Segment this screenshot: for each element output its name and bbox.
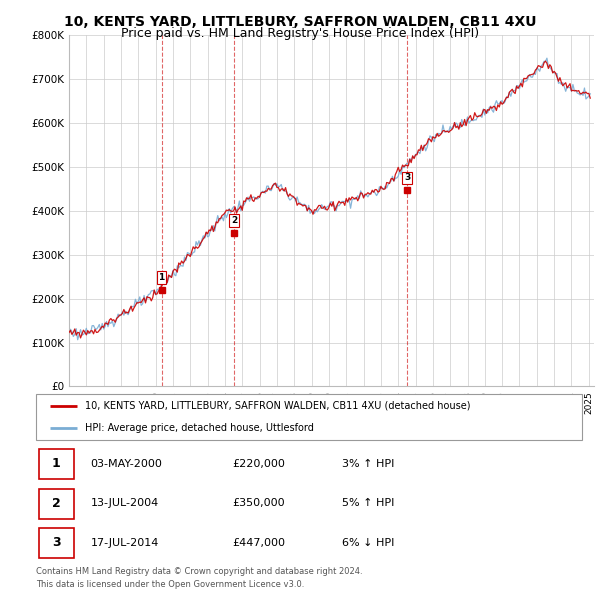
Text: 1: 1 [52,457,61,470]
Text: This data is licensed under the Open Government Licence v3.0.: This data is licensed under the Open Gov… [36,580,304,589]
Text: Price paid vs. HM Land Registry's House Price Index (HPI): Price paid vs. HM Land Registry's House … [121,27,479,40]
Text: 5% ↑ HPI: 5% ↑ HPI [342,499,394,508]
Text: £447,000: £447,000 [233,538,286,548]
Text: £220,000: £220,000 [233,459,286,468]
Text: 2: 2 [231,216,237,225]
Text: 3% ↑ HPI: 3% ↑ HPI [342,459,394,468]
Text: Contains HM Land Registry data © Crown copyright and database right 2024.: Contains HM Land Registry data © Crown c… [36,567,362,576]
Text: 2: 2 [52,497,61,510]
FancyBboxPatch shape [39,489,74,519]
FancyBboxPatch shape [39,449,74,479]
FancyBboxPatch shape [39,528,74,558]
Text: 3: 3 [404,173,410,182]
Text: 10, KENTS YARD, LITTLEBURY, SAFFRON WALDEN, CB11 4XU (detached house): 10, KENTS YARD, LITTLEBURY, SAFFRON WALD… [85,401,470,411]
FancyBboxPatch shape [36,394,582,440]
Text: 13-JUL-2004: 13-JUL-2004 [91,499,159,508]
Text: 3: 3 [52,536,61,549]
Text: 17-JUL-2014: 17-JUL-2014 [91,538,159,548]
Text: 10, KENTS YARD, LITTLEBURY, SAFFRON WALDEN, CB11 4XU: 10, KENTS YARD, LITTLEBURY, SAFFRON WALD… [64,15,536,29]
Text: £350,000: £350,000 [233,499,285,508]
Text: 6% ↓ HPI: 6% ↓ HPI [342,538,394,548]
Text: HPI: Average price, detached house, Uttlesford: HPI: Average price, detached house, Uttl… [85,423,314,433]
Text: 03-MAY-2000: 03-MAY-2000 [91,459,163,468]
Text: 1: 1 [158,273,164,282]
